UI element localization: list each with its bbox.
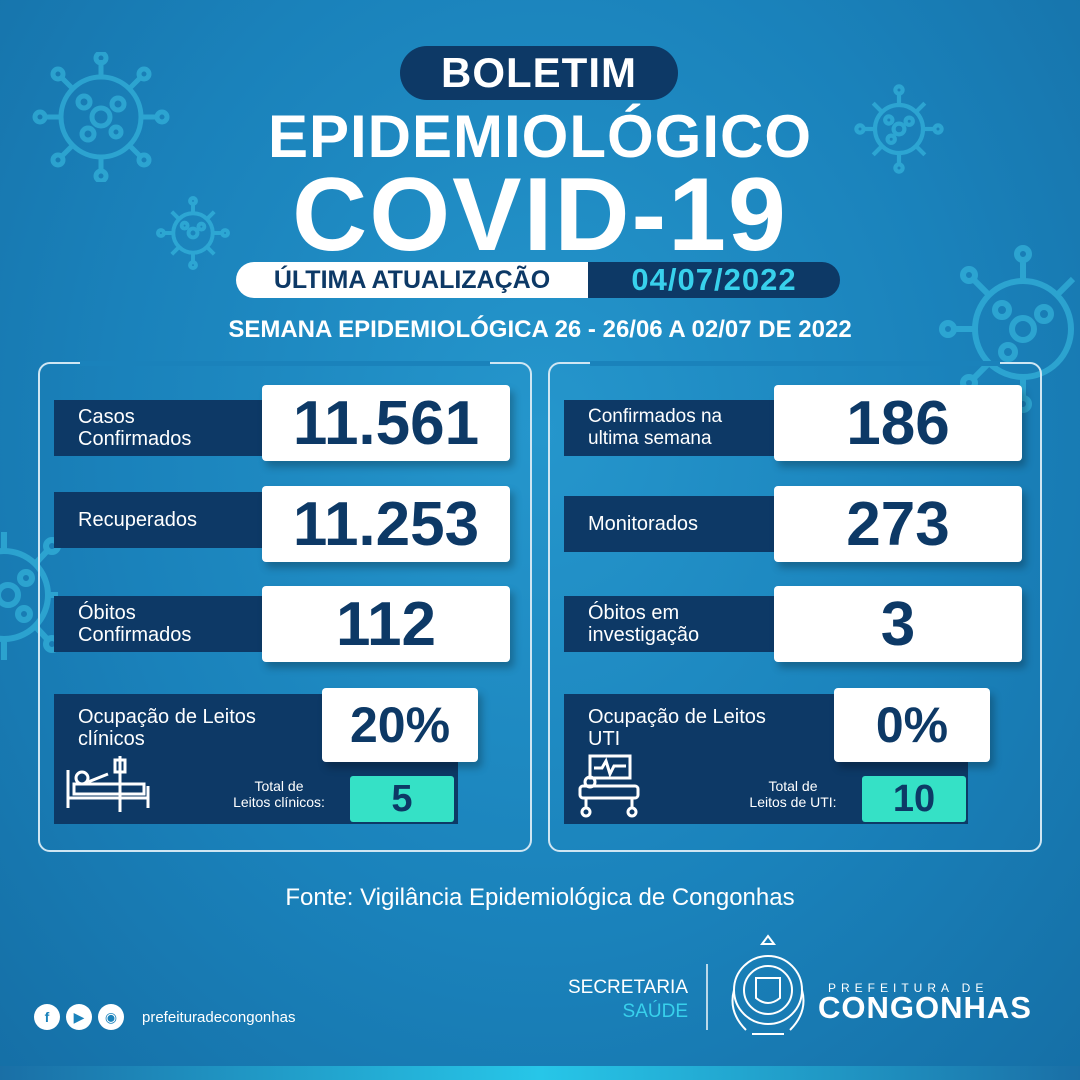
clinical-occupancy-value: 20%	[322, 688, 478, 762]
update-label: ÚLTIMA ATUALIZAÇÃO	[236, 262, 588, 298]
clinical-occupancy-label: Ocupação de Leitos clínicos	[78, 706, 256, 750]
week-confirmed-label: Confirmados na ultima semana	[564, 400, 804, 456]
epidemiological-week: SEMANA EPIDEMIOLÓGICA 26 - 26/06 A 02/07…	[228, 316, 852, 343]
hospital-bed-icon	[66, 756, 150, 812]
source-text: Fonte: Vigilância Epidemiológica de Cong…	[285, 884, 795, 911]
deaths-value: 112	[262, 586, 510, 662]
virus-icon	[156, 196, 230, 270]
icu-bed-icon	[578, 754, 640, 818]
deaths-investigation-value: 3	[774, 586, 1022, 662]
cases-label: Casos Confirmados	[54, 400, 294, 456]
left-panel	[38, 361, 532, 852]
recovered-label: Recuperados	[54, 492, 294, 548]
social-handle[interactable]: prefeituradecongonhas	[142, 1009, 296, 1026]
icu-occupancy-label: Ocupação de Leitos UTI	[588, 706, 766, 750]
prefeitura-small: PREFEITURA DE	[828, 981, 989, 995]
title: EPIDEMIOLÓGICO	[267, 103, 813, 170]
icu-total-label: Total de Leitos de UTI:	[749, 778, 837, 810]
youtube-icon[interactable]: ▶	[66, 1004, 92, 1030]
icu-occupancy-value: 0%	[834, 688, 990, 762]
monitored-value: 273	[774, 486, 1022, 562]
social-links: f ▶ ◉	[34, 1004, 124, 1030]
facebook-icon[interactable]: f	[34, 1004, 60, 1030]
prefeitura-big: CONGONHAS	[818, 990, 1032, 1025]
secretaria-logo: SECRETARIA SAÚDE	[540, 976, 688, 1024]
update-date: 04/07/2022	[588, 262, 840, 298]
bottom-strip	[0, 1066, 1080, 1080]
deaths-investigation-label: Óbitos em investigação	[564, 596, 804, 652]
subject-title: COVID-19	[292, 157, 788, 273]
virus-icon	[939, 245, 1076, 413]
icu-total-value: 10	[862, 776, 966, 822]
badge-boletim: BOLETIM	[400, 46, 678, 100]
footer-divider	[706, 964, 708, 1030]
update-bar: ÚLTIMA ATUALIZAÇÃO 04/07/2022	[236, 262, 840, 298]
clinical-total-value: 5	[350, 776, 454, 822]
virus-icon	[32, 52, 170, 182]
cases-value: 11.561	[262, 385, 510, 461]
monitored-label: Monitorados	[564, 496, 804, 552]
crest-icon	[731, 934, 805, 1035]
clinical-total-label: Total de Leitos clínicos:	[233, 778, 325, 810]
deaths-label: Óbitos Confirmados	[54, 596, 294, 652]
instagram-icon[interactable]: ◉	[98, 1004, 124, 1030]
week-confirmed-value: 186	[774, 385, 1022, 461]
virus-icon	[854, 84, 944, 174]
recovered-value: 11.253	[262, 486, 510, 562]
secretaria-line1: SECRETARIA	[567, 977, 688, 998]
right-panel	[548, 361, 1042, 852]
secretaria-line2: SAÚDE	[622, 1001, 688, 1022]
